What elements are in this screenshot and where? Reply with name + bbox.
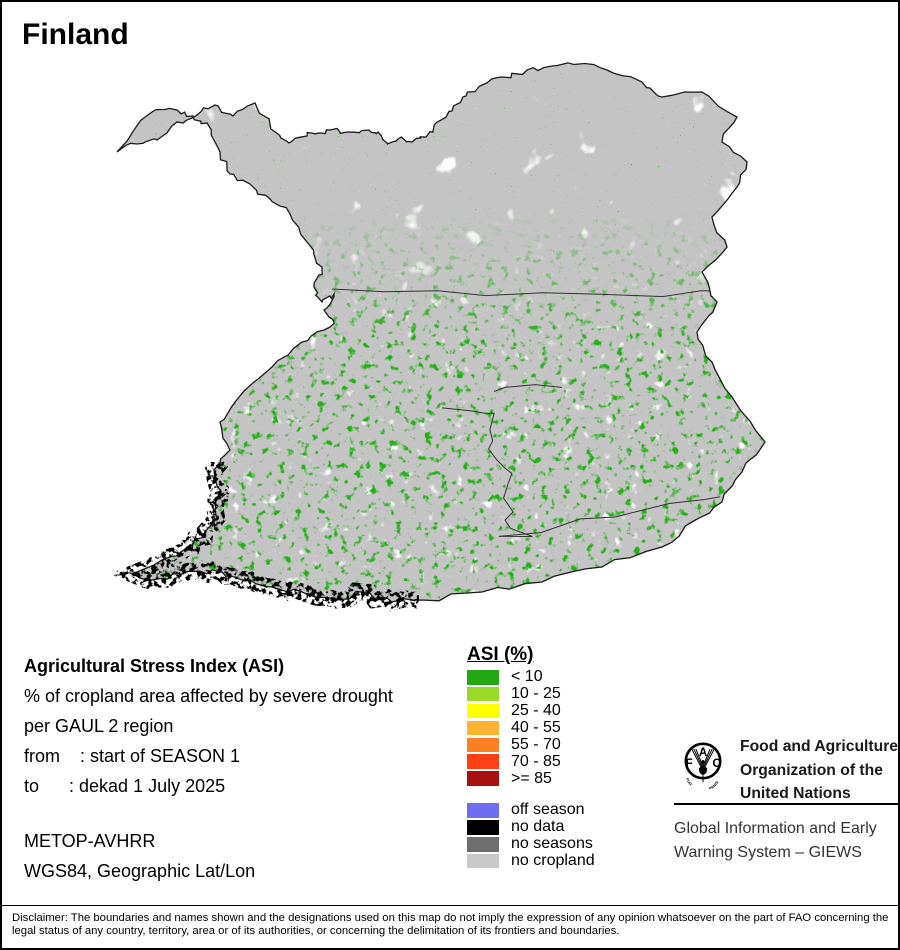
- svg-text:F: F: [686, 758, 693, 770]
- svg-text:FIAT: FIAT: [685, 777, 694, 787]
- svg-text:A: A: [699, 747, 708, 759]
- svg-text:O: O: [712, 758, 721, 770]
- svg-text:PANIS: PANIS: [708, 780, 720, 789]
